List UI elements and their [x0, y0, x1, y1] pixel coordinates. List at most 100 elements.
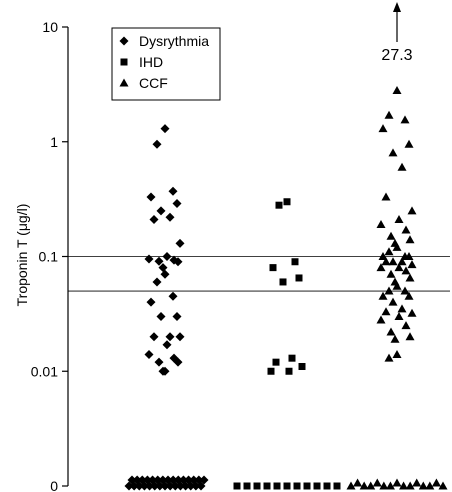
data-point [285, 367, 293, 375]
data-point [156, 206, 166, 216]
data-point [146, 297, 156, 307]
data-point [388, 257, 398, 266]
data-point-zero [303, 482, 311, 490]
data-point [405, 235, 415, 244]
legend-marker-diamond [119, 36, 129, 46]
data-point-zero [431, 478, 441, 487]
data-point-zero [333, 482, 341, 490]
data-point [152, 277, 162, 287]
data-point-zero [184, 475, 194, 485]
legend-label: CCF [139, 75, 168, 91]
data-point [407, 308, 417, 317]
data-point [295, 274, 303, 282]
data-point [160, 366, 170, 376]
data-point [288, 354, 296, 362]
data-point [154, 256, 164, 266]
data-points [124, 85, 448, 491]
data-point [172, 312, 182, 322]
data-point-zero [199, 475, 209, 485]
data-point [407, 260, 417, 269]
y-tick-label: 1 [50, 134, 58, 150]
data-point [378, 252, 388, 260]
data-point [291, 258, 299, 266]
data-point [144, 349, 154, 359]
data-point [154, 357, 164, 367]
data-point-zero [142, 475, 152, 485]
data-point [386, 231, 396, 240]
data-point [149, 332, 159, 342]
data-point [168, 291, 178, 301]
data-point-zero [353, 478, 363, 487]
data-point [381, 307, 391, 316]
data-point [272, 358, 280, 366]
data-point [175, 332, 185, 342]
data-point [173, 357, 183, 367]
data-point [298, 363, 306, 371]
data-point [165, 212, 175, 222]
series-ihd [233, 198, 341, 490]
series-dysrythmia [124, 124, 209, 491]
data-point [404, 139, 414, 148]
data-point-zero [168, 475, 178, 485]
data-point [401, 321, 411, 330]
data-point-zero [392, 478, 402, 487]
series-ccf [346, 85, 448, 490]
data-point [392, 281, 402, 290]
data-point-zero [418, 481, 428, 490]
data-point [397, 304, 407, 313]
data-point [160, 124, 170, 134]
data-point [381, 192, 391, 201]
data-point-zero [323, 482, 331, 490]
data-point-zero [194, 475, 204, 485]
data-point-zero [137, 475, 147, 485]
data-point [144, 254, 154, 264]
data-point-zero [346, 481, 356, 490]
data-point [401, 266, 411, 275]
legend-box [111, 27, 221, 101]
data-point [386, 327, 396, 336]
data-point-zero [372, 478, 382, 487]
data-point [279, 278, 287, 286]
data-point [388, 148, 398, 157]
data-point-zero [366, 481, 376, 490]
data-point-zero [412, 478, 422, 487]
data-point [405, 273, 415, 282]
data-point [376, 220, 386, 229]
data-point-zero [148, 475, 158, 485]
data-point-zero [313, 482, 321, 490]
data-point [162, 340, 172, 350]
data-point [156, 312, 166, 322]
data-point-zero [158, 475, 168, 485]
data-point [404, 291, 414, 300]
y-tick-label: 0.01 [31, 363, 58, 379]
data-point-zero [283, 482, 291, 490]
legend-label: IHD [139, 54, 163, 70]
data-point [172, 198, 182, 208]
data-point [275, 201, 283, 209]
axes: 10 1 0.1 0.01 0 [31, 19, 69, 492]
data-point [376, 315, 386, 324]
data-point-zero [163, 475, 173, 485]
data-point-zero [379, 481, 389, 490]
annotation-label: 27.3 [381, 47, 412, 64]
data-point [384, 286, 394, 295]
data-point-zero [405, 481, 415, 490]
data-point [394, 215, 404, 224]
data-point [401, 225, 411, 234]
data-point [158, 263, 168, 273]
data-point-zero [293, 482, 301, 490]
data-point [394, 312, 404, 321]
data-point [149, 215, 159, 225]
data-point-zero [189, 475, 199, 485]
legend-marker-triangle [119, 78, 129, 87]
data-point [392, 349, 402, 358]
data-point [283, 198, 291, 206]
data-point [376, 263, 386, 272]
data-point [392, 242, 402, 251]
legend-label: Dysrythmia [139, 33, 209, 49]
data-point [386, 269, 396, 278]
data-point-zero [253, 482, 261, 490]
data-point [397, 162, 407, 171]
data-point [269, 264, 277, 272]
